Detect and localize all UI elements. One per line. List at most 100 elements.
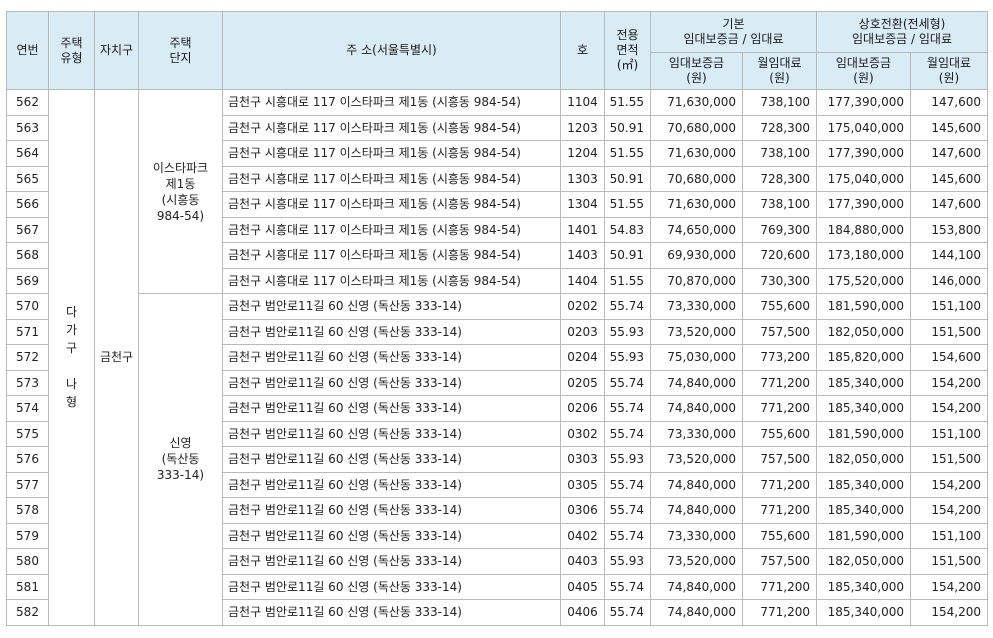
cell-conv-deposit: 177,390,000 — [816, 140, 911, 167]
table-row: 574 금천구 범안로11길 60 신영 (독산동 333-14) 0206 55.7… — [6, 395, 988, 422]
cell-unit: 0403 — [560, 548, 605, 575]
cell-address: 금천구 시흥대로 117 이스타파크 제1동 (시흥동 984-54) — [222, 140, 561, 167]
cell-conv-rent: 147,600 — [910, 140, 988, 167]
table-row: 567 금천구 시흥대로 117 이스타파크 제1동 (시흥동 984-54) 14… — [6, 216, 988, 243]
cell-rent: 728,300 — [742, 114, 817, 141]
header-basic-rent: 월임대료 (원) — [742, 52, 817, 90]
header-basic: 기본 임대보증금 / 임대료 — [650, 11, 817, 53]
cell-address: 금천구 범안로11길 60 신영 (독산동 333-14) — [222, 573, 561, 600]
cell-unit: 1403 — [560, 242, 605, 269]
cell-area: 55.74 — [604, 369, 651, 396]
cell-deposit: 70,680,000 — [650, 114, 743, 141]
header-deposit-line: (원) — [686, 71, 707, 85]
cell-conv-rent: 154,200 — [910, 497, 988, 524]
cell-area: 55.93 — [604, 548, 651, 575]
table-row: 579 금천구 범안로11길 60 신영 (독산동 333-14) 0402 55.7… — [6, 522, 988, 549]
table-row: 572 금천구 범안로11길 60 신영 (독산동 333-14) 0204 55.9… — [6, 344, 988, 371]
cell-address: 금천구 범안로11길 60 신영 (독산동 333-14) — [222, 395, 561, 422]
cell-address: 금천구 시흥대로 117 이스타파크 제1동 (시흥동 984-54) — [222, 165, 561, 192]
cell-deposit: 73,520,000 — [650, 446, 743, 473]
table-row: 564 금천구 시흥대로 117 이스타파크 제1동 (시흥동 984-54) 12… — [6, 140, 988, 167]
header-deposit-line: 임대보증금 — [835, 56, 892, 70]
table-row: 569 금천구 시흥대로 117 이스타파크 제1동 (시흥동 984-54) 14… — [6, 267, 988, 294]
cell-conv-rent: 151,100 — [910, 293, 988, 320]
table-row: 563 금천구 시흥대로 117 이스타파크 제1동 (시흥동 984-54) 12… — [6, 114, 988, 141]
cell-conv-rent: 154,600 — [910, 344, 988, 371]
cell-area: 55.74 — [604, 522, 651, 549]
cell-conv-deposit: 181,590,000 — [816, 522, 911, 549]
cell-unit: 0303 — [560, 446, 605, 473]
cell-deposit: 70,870,000 — [650, 267, 743, 294]
cell-address: 금천구 시흥대로 117 이스타파크 제1동 (시흥동 984-54) — [222, 114, 561, 141]
cell-rent: 771,200 — [742, 573, 817, 600]
cell-no: 581 — [6, 573, 49, 600]
cell-conv-deposit: 182,050,000 — [816, 446, 911, 473]
header-area-line: (㎡) — [616, 58, 639, 72]
cell-unit: 0206 — [560, 395, 605, 422]
cell-conv-deposit: 182,050,000 — [816, 318, 911, 345]
cell-address: 금천구 범안로11길 60 신영 (독산동 333-14) — [222, 318, 561, 345]
cell-unit: 0203 — [560, 318, 605, 345]
cell-rent: 757,500 — [742, 548, 817, 575]
cell-conv-rent: 154,200 — [910, 369, 988, 396]
cell-complex: 이스타파크 제1동 (시흥동 984-54) — [138, 89, 223, 294]
header-district: 자치구 — [94, 11, 139, 90]
cell-rent: 720,600 — [742, 242, 817, 269]
cell-conv-rent: 146,000 — [910, 267, 988, 294]
header-house-type-line: 주택 — [60, 35, 83, 50]
header-area-line: 면적 — [616, 43, 639, 57]
header-unit: 호 — [560, 11, 605, 90]
cell-area: 50.91 — [604, 165, 651, 192]
header-rent-line: 월임대료 — [926, 56, 972, 70]
cell-unit: 0202 — [560, 293, 605, 320]
cell-unit: 0306 — [560, 497, 605, 524]
header-conversion-deposit: 임대보증금 (원) — [816, 52, 911, 90]
house-type-char: 구 — [65, 341, 78, 356]
cell-deposit: 73,520,000 — [650, 548, 743, 575]
cell-area: 55.93 — [604, 344, 651, 371]
cell-deposit: 75,030,000 — [650, 344, 743, 371]
complex-name-line: 신영 — [169, 436, 192, 451]
header-area-line: 전용 — [616, 28, 639, 42]
cell-address: 금천구 범안로11길 60 신영 (독산동 333-14) — [222, 599, 561, 626]
cell-area: 55.74 — [604, 573, 651, 600]
cell-address: 금천구 범안로11길 60 신영 (독산동 333-14) — [222, 471, 561, 498]
cell-no: 576 — [6, 446, 49, 473]
cell-unit: 1104 — [560, 89, 605, 116]
complex-name-line: 이스타파크 — [152, 160, 209, 175]
cell-unit: 0406 — [560, 599, 605, 626]
cell-area: 54.83 — [604, 216, 651, 243]
cell-no: 570 — [6, 293, 49, 320]
table-header: 연번 주택 유형 자치구 주택 단지 주 소(서울특별시) 호 전용 면적 (㎡… — [6, 11, 988, 90]
cell-unit: 1303 — [560, 165, 605, 192]
cell-area: 50.91 — [604, 242, 651, 269]
header-complex-line: 단지 — [169, 50, 192, 65]
cell-no: 565 — [6, 165, 49, 192]
cell-unit: 1304 — [560, 191, 605, 218]
complex-name-line: 333-14) — [156, 468, 205, 483]
cell-conv-rent: 154,200 — [910, 471, 988, 498]
cell-area: 55.74 — [604, 293, 651, 320]
cell-rent: 757,500 — [742, 318, 817, 345]
cell-no: 575 — [6, 420, 49, 447]
cell-rent: 771,200 — [742, 497, 817, 524]
cell-conv-deposit: 185,340,000 — [816, 573, 911, 600]
table-row: 582 금천구 범안로11길 60 신영 (독산동 333-14) 0406 55.7… — [6, 599, 988, 626]
cell-conv-deposit: 185,820,000 — [816, 344, 911, 371]
cell-conv-rent: 151,100 — [910, 420, 988, 447]
header-rent-line: (원) — [938, 71, 960, 85]
cell-rent: 757,500 — [742, 446, 817, 473]
cell-conv-deposit: 184,880,000 — [816, 216, 911, 243]
cell-area: 51.55 — [604, 89, 651, 116]
cell-unit: 0405 — [560, 573, 605, 600]
cell-deposit: 71,630,000 — [650, 140, 743, 167]
cell-conv-deposit: 185,340,000 — [816, 497, 911, 524]
cell-conv-rent: 154,200 — [910, 599, 988, 626]
cell-conv-rent: 154,200 — [910, 395, 988, 422]
cell-conv-deposit: 181,590,000 — [816, 293, 911, 320]
cell-conv-rent: 144,100 — [910, 242, 988, 269]
cell-address: 금천구 시흥대로 117 이스타파크 제1동 (시흥동 984-54) — [222, 216, 561, 243]
cell-conv-rent: 151,100 — [910, 522, 988, 549]
cell-no: 566 — [6, 191, 49, 218]
cell-conv-deposit: 181,590,000 — [816, 420, 911, 447]
